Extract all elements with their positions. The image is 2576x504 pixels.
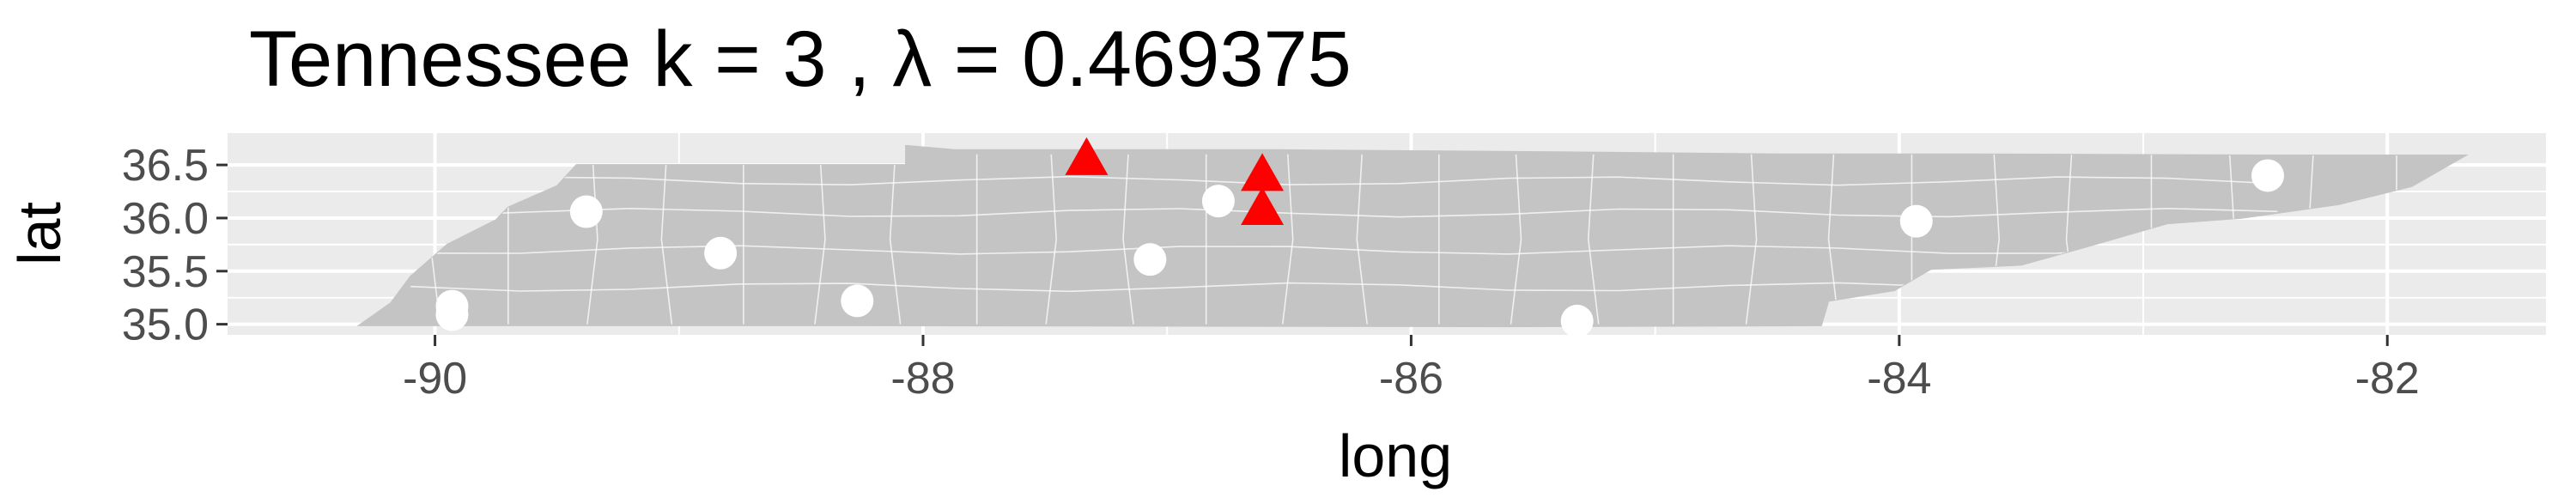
center-triangle-marker <box>1065 137 1109 175</box>
x-tick-label: -82 <box>2355 354 2420 404</box>
y-tick-label: 35.0 <box>122 301 209 350</box>
x-axis-ticks: -90 -88 -86 -84 -82 <box>403 335 2420 404</box>
x-tick-label: -86 <box>1379 354 1443 404</box>
y-axis-ticks: 35.035.536.036.5 <box>122 141 228 350</box>
y-tick-label: 35.5 <box>122 247 209 297</box>
county-border <box>410 207 2278 218</box>
county-border <box>1510 154 1522 325</box>
center-triangle-marker <box>1241 187 1285 226</box>
county-border <box>1122 154 1134 325</box>
location-circle-marker <box>2251 159 2284 192</box>
location-circle-marker <box>841 284 874 318</box>
data-points <box>435 137 2284 337</box>
county-border <box>410 175 2278 186</box>
county-border <box>1045 154 1057 325</box>
x-tick-label: -88 <box>890 354 955 404</box>
county-border <box>1281 154 1294 325</box>
county-border <box>1356 154 1368 325</box>
location-circle-marker <box>1899 204 1933 238</box>
location-circle-marker <box>704 236 738 270</box>
county-border <box>1827 154 1840 325</box>
county-border <box>586 154 598 325</box>
y-axis-title: lat <box>6 202 73 265</box>
x-tick-label: -84 <box>1867 354 1931 404</box>
x-axis-title: long <box>1339 422 1452 489</box>
location-circle-marker <box>1201 185 1235 218</box>
location-circle-marker <box>569 195 603 228</box>
county-border <box>814 154 826 325</box>
location-circle-marker <box>1133 243 1167 276</box>
y-tick-label: 36.0 <box>122 194 209 244</box>
location-circle-marker <box>435 298 469 331</box>
county-border <box>660 154 673 325</box>
y-tick-label: 36.5 <box>122 141 209 191</box>
tennessee-map <box>356 144 2469 328</box>
state-polygon <box>356 144 2469 328</box>
x-tick-label: -90 <box>403 354 467 404</box>
center-triangle-marker <box>1241 153 1285 191</box>
chart-title: Tennessee k = 3 , λ = 0.469375 <box>249 15 1352 103</box>
location-circle-marker <box>1560 304 1594 337</box>
county-border <box>1587 154 1600 325</box>
